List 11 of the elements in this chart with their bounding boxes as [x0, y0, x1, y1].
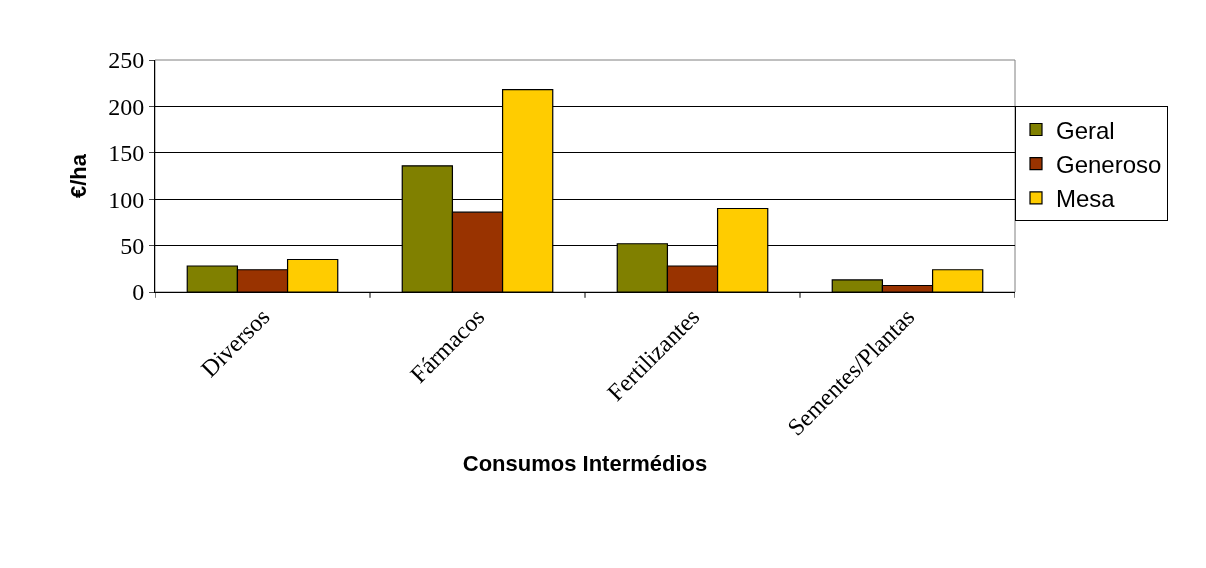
y-tick-label: 150 — [108, 140, 145, 167]
y-tick-label: 200 — [108, 93, 145, 120]
y-tick-label: 250 — [108, 47, 145, 74]
y-tick-label: 0 — [132, 279, 145, 306]
legend-label: Mesa — [1056, 185, 1116, 213]
x-axis-title: Consumos Intermédios — [462, 450, 708, 476]
y-axis-title: €/ha — [66, 153, 91, 199]
legend-label: Generoso — [1056, 151, 1162, 179]
legend-label: Geral — [1056, 116, 1115, 144]
y-tick-label: 100 — [108, 186, 145, 213]
y-tick-label: 50 — [120, 233, 145, 259]
